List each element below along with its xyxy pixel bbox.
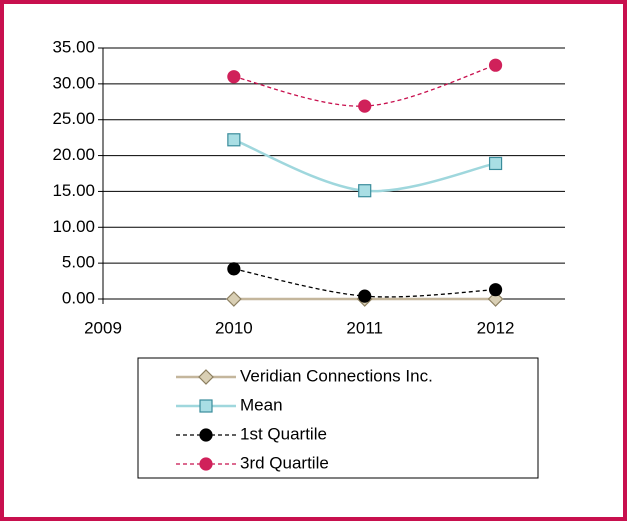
x-tick-label: 2012 (477, 318, 515, 337)
marker (227, 70, 241, 84)
y-tick-label: 10.00 (52, 217, 95, 236)
legend-marker (199, 399, 213, 413)
marker (487, 291, 504, 307)
legend-label: 1st Quartile (240, 424, 327, 443)
marker (488, 156, 503, 171)
x-tick-label: 2009 (84, 318, 122, 337)
legend-marker (199, 457, 213, 471)
legend-marker (198, 369, 214, 385)
marker (488, 58, 503, 72)
legend-label: Mean (240, 395, 283, 414)
y-tick-label: 20.00 (52, 145, 95, 164)
y-tick-label: 5.00 (62, 253, 95, 272)
marker (488, 283, 503, 297)
marker (227, 133, 241, 147)
marker (227, 262, 241, 276)
y-tick-label: 35.00 (52, 37, 95, 56)
legend-marker (199, 428, 213, 442)
y-tick-label: 30.00 (52, 73, 95, 92)
x-tick-label: 2010 (215, 318, 253, 337)
marker (358, 184, 372, 198)
legend-label: 3rd Quartile (240, 453, 329, 472)
marker (358, 99, 372, 113)
legend-label: Veridian Connections Inc. (240, 366, 433, 385)
marker (226, 291, 242, 307)
y-tick-label: 25.00 (52, 109, 95, 128)
marker (358, 289, 372, 303)
y-tick-label: 0.00 (62, 288, 95, 307)
x-tick-label: 2011 (346, 318, 383, 337)
y-tick-label: 15.00 (52, 181, 95, 200)
